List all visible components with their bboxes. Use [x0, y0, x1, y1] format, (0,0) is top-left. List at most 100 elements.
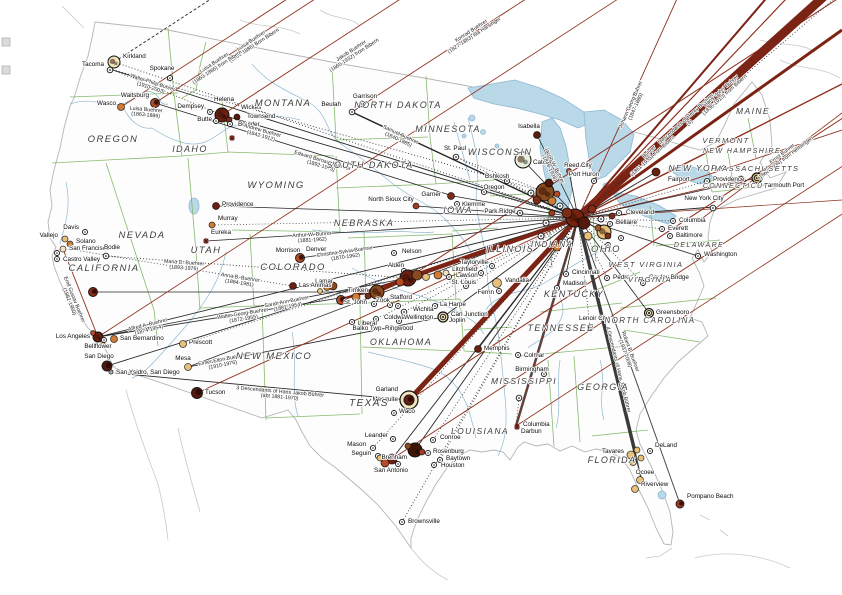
city-star-marker: [203, 238, 209, 244]
city-dot-center: [361, 103, 363, 105]
route-line: [407, 216, 580, 402]
city-star-marker: [229, 135, 235, 141]
city-dot-center: [427, 452, 429, 454]
route-line: [455, 156, 579, 219]
state-label: IOWA: [443, 205, 472, 215]
state-label: TEXAS: [349, 398, 389, 409]
city-dot-center: [589, 326, 591, 328]
route-line: [432, 217, 579, 441]
route-line: [211, 217, 579, 226]
city-dot: [386, 453, 398, 465]
city-dot-center: [669, 235, 671, 237]
city-dot-center: [56, 252, 58, 254]
city-dot-center: [229, 123, 231, 125]
city-label: Oregon: [483, 184, 505, 191]
city-dot-center: [448, 276, 450, 278]
city-dot-center: [593, 180, 595, 182]
state-label: NORTH DAKOTA: [354, 100, 441, 110]
city-label: Seguin: [351, 450, 371, 457]
state-label: TENNESSEE: [527, 323, 594, 333]
city-label: Port Huron: [569, 171, 600, 178]
city-dot: [233, 113, 241, 121]
city-dot-center: [545, 222, 547, 224]
city-label: San Francisco: [69, 245, 110, 252]
state-label: ILLINOIS: [486, 244, 534, 254]
route-line: [577, 0, 767, 219]
city-dot-center: [56, 258, 58, 260]
route-label: Johann Georg Buhrer(1847-1880): [618, 80, 649, 131]
city-dot-center: [480, 272, 482, 274]
state-label: UTAH: [191, 245, 222, 256]
city-dot: [629, 458, 637, 466]
route-line: [699, 112, 842, 221]
city-dot-center: [105, 255, 107, 257]
route-line: [154, 0, 315, 104]
city-label: St. John: [344, 299, 368, 306]
city-dot: [594, 224, 602, 232]
city-dot-center: [569, 240, 571, 242]
state-label: NEVADA: [119, 230, 166, 241]
route-line: [577, 0, 677, 219]
city-label: Park Ridge: [484, 208, 516, 215]
city-label: Vandalia: [505, 277, 530, 284]
city-label: Davis: [63, 224, 79, 231]
city-dot: [474, 345, 482, 353]
city-dot-center: [483, 191, 485, 193]
city-label: Oshkosh: [485, 173, 510, 180]
city-label: Tacoma: [82, 61, 105, 68]
city-dot-center: [491, 265, 493, 267]
city-label: Boulder: [238, 121, 260, 128]
city-label: Ringwood: [385, 325, 414, 332]
great-lakes: [188, 79, 717, 500]
city-dot-crescent: [105, 362, 112, 368]
city-dot: [117, 103, 125, 111]
city-dot: [547, 196, 557, 206]
city-target-ring: [439, 313, 447, 321]
city-cluster-inner: [94, 334, 99, 339]
city-label: Ocoee: [636, 469, 655, 476]
route-line: [577, 217, 681, 505]
route-line: [62, 248, 99, 338]
city-label: Cato: [533, 159, 547, 166]
city-dot-center: [697, 255, 699, 257]
city-label: Isabella: [518, 123, 540, 130]
city-dot-center: [397, 305, 399, 307]
city-dot: [422, 273, 430, 281]
city-dot: [587, 204, 597, 214]
city-dot-center: [712, 207, 714, 209]
city-dot: [532, 195, 542, 205]
city-dot-center: [706, 180, 708, 182]
state-label: MINNESOTA: [415, 124, 480, 134]
city-dot: [328, 281, 338, 291]
city-label: Mesquite: [372, 396, 398, 403]
city-cluster-inner: [410, 446, 417, 453]
city-label: Butte: [197, 116, 212, 123]
city-label: La Harpe: [440, 301, 466, 308]
city-label: St. Paul: [444, 145, 466, 152]
city-label: Cincinnati: [572, 269, 600, 276]
map-control-box[interactable]: [1, 37, 11, 75]
city-label: Bellflower: [84, 343, 111, 350]
city-label: Taylorville: [460, 259, 488, 266]
state-label: IDAHO: [172, 144, 208, 154]
state-label: CALIFORNIA: [68, 263, 139, 274]
city-dot: [633, 446, 641, 454]
city-label: Rosenburg: [433, 448, 464, 455]
city-dot-center: [517, 354, 519, 356]
city-dot: [66, 240, 74, 248]
city-dot-center: [103, 339, 105, 341]
city-label: Lenoir City: [579, 315, 610, 322]
city-label: Castro Valley: [63, 256, 101, 263]
route-line: [574, 0, 827, 222]
city-cluster-inner: [114, 61, 118, 66]
city-dot-center: [397, 463, 399, 465]
city-label: Tucson: [205, 389, 226, 396]
city-star-marker: [514, 424, 520, 430]
city-dot: [110, 335, 118, 343]
city-dot-center: [110, 371, 112, 373]
state-label: MISSISSIPPI: [491, 376, 557, 386]
city-label: Morrison: [276, 247, 301, 254]
city-dot-center: [456, 203, 458, 205]
state-label: VERMONT: [702, 136, 749, 145]
